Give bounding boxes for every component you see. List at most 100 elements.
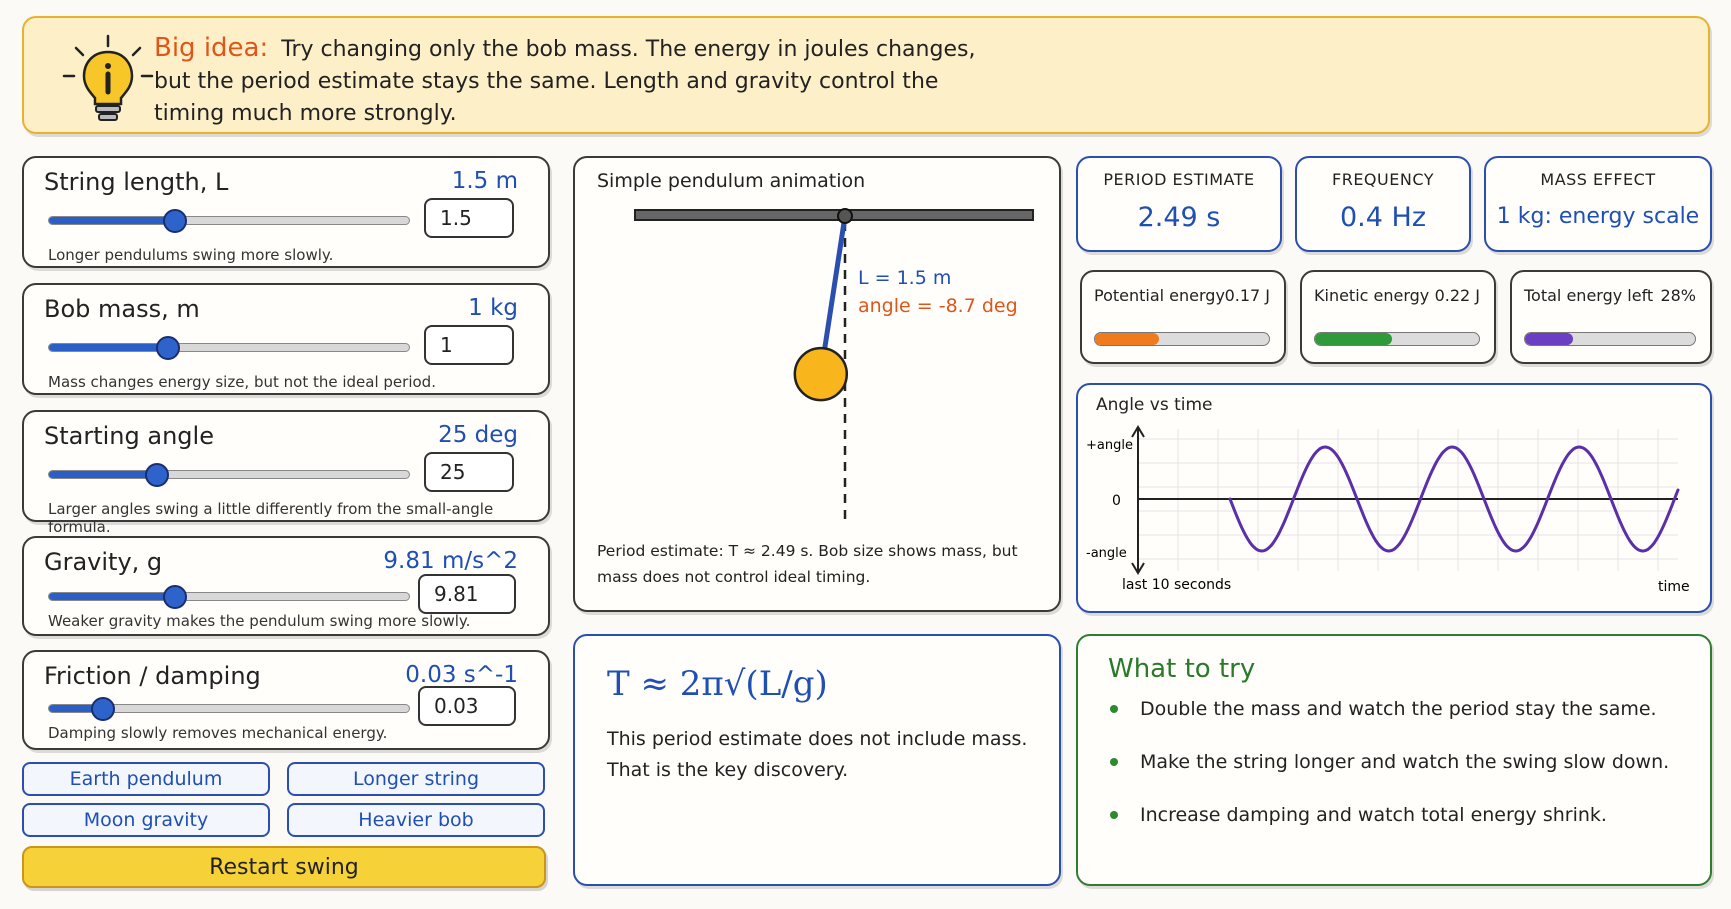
angle-annotation: angle = -8.7 deg xyxy=(858,295,1018,317)
graph-title: Angle vs time xyxy=(1096,395,1213,415)
damping-value: 0.03 s^-1 xyxy=(405,662,518,688)
angle-slider-knob[interactable] xyxy=(145,463,169,487)
formula-explanation: This period estimate does not include ma… xyxy=(607,728,1028,781)
damping-slider-knob[interactable] xyxy=(91,697,115,721)
gravity-title: Gravity, g xyxy=(44,548,163,576)
moon-gravity-button[interactable]: Moon gravity xyxy=(22,803,270,837)
kinetic-energy-card: Kinetic energy 0.22 J xyxy=(1300,270,1496,364)
gravity-slider-fill xyxy=(49,593,175,600)
length-input[interactable] xyxy=(424,198,514,238)
mass-effect-stat-value: 1 kg: energy scale xyxy=(1496,204,1700,229)
list-item: Double the mass and watch the period sta… xyxy=(1108,696,1698,722)
potential-energy-fill xyxy=(1095,333,1160,345)
gravity-slider-knob[interactable] xyxy=(163,585,187,609)
period-stat-label: PERIOD ESTIMATE xyxy=(1103,170,1255,189)
formula-panel: T ≈ 2π√(L/g) This period estimate does n… xyxy=(573,634,1061,886)
length-control: String length, L 1.5 m Longer pendulums … xyxy=(22,156,550,268)
mass-title: Bob mass, m xyxy=(44,295,200,323)
angle-slider-fill xyxy=(49,471,157,478)
length-annotation: L = 1.5 m xyxy=(858,267,951,289)
y-top-label: +angle xyxy=(1086,438,1133,453)
mass-control: Bob mass, m 1 kg Mass changes energy siz… xyxy=(22,283,550,395)
heavier-bob-button[interactable]: Heavier bob xyxy=(287,803,545,837)
gravity-control: Gravity, g 9.81 m/s^2 Weaker gravity mak… xyxy=(22,536,550,636)
x-left-label: last 10 seconds xyxy=(1122,577,1231,593)
total-energy-bar xyxy=(1524,332,1696,346)
total-energy-card: Total energy left 28% xyxy=(1510,270,1712,364)
what-to-try-panel: What to try Double the mass and watch th… xyxy=(1076,634,1712,886)
damping-input[interactable] xyxy=(418,686,516,726)
gravity-slider[interactable] xyxy=(48,585,410,609)
potential-energy-bar xyxy=(1094,332,1270,346)
what-to-try-list: Double the mass and watch the period sta… xyxy=(1108,696,1698,855)
damping-control: Friction / damping 0.03 s^-1 Damping slo… xyxy=(22,650,550,750)
animation-title: Simple pendulum animation xyxy=(597,170,866,192)
big-idea-lead: Big idea: xyxy=(154,33,269,63)
animation-caption: Period estimate: T ≈ 2.49 s. Bob size sh… xyxy=(597,542,1018,586)
mass-value: 1 kg xyxy=(468,295,518,321)
kinetic-energy-label: Kinetic energy xyxy=(1314,286,1430,305)
restart-swing-button[interactable]: Restart swing xyxy=(22,846,546,888)
mass-effect-stat-label: MASS EFFECT xyxy=(1540,170,1656,189)
angle-control: Starting angle 25 deg Larger angles swin… xyxy=(22,410,550,536)
gravity-hint: Weaker gravity makes the pendulum swing … xyxy=(48,612,471,630)
pivot-icon xyxy=(837,208,853,224)
total-energy-value: 28% xyxy=(1660,286,1696,305)
angle-time-graph: Angle vs time +angle 0 -angle last 10 se… xyxy=(1076,383,1712,613)
list-item: Make the string longer and watch the swi… xyxy=(1108,749,1698,775)
frequency-stat-value: 0.4 Hz xyxy=(1340,202,1426,233)
period-stat-value: 2.49 s xyxy=(1137,202,1221,233)
big-idea-banner: Big idea: Try changing only the bob mass… xyxy=(22,16,1710,134)
pendulum-scene: L = 1.5 m angle = -8.7 deg xyxy=(634,208,1034,522)
potential-energy-label: Potential energy xyxy=(1094,286,1225,305)
kinetic-energy-bar xyxy=(1314,332,1480,346)
potential-energy-card: Potential energy 0.17 J xyxy=(1080,270,1286,364)
earth-pendulum-button[interactable]: Earth pendulum xyxy=(22,762,270,796)
gravity-value: 9.81 m/s^2 xyxy=(383,548,518,574)
mass-input[interactable] xyxy=(424,325,514,365)
y-zero-label: 0 xyxy=(1112,493,1121,509)
angle-value: 25 deg xyxy=(438,422,518,448)
what-to-try-title: What to try xyxy=(1108,654,1256,684)
mass-effect-stat-card: MASS EFFECT 1 kg: energy scale xyxy=(1484,156,1712,252)
pendulum-bob xyxy=(793,346,849,402)
mass-slider-fill xyxy=(49,344,168,351)
damping-hint: Damping slowly removes mechanical energy… xyxy=(48,724,388,742)
gravity-input[interactable] xyxy=(418,574,516,614)
period-stat-card: PERIOD ESTIMATE 2.49 s xyxy=(1076,156,1282,252)
potential-energy-value: 0.17 J xyxy=(1224,286,1270,305)
kinetic-energy-fill xyxy=(1315,333,1393,345)
length-title: String length, L xyxy=(44,168,229,196)
angle-input[interactable] xyxy=(424,452,514,492)
pendulum-support-bar xyxy=(634,209,1034,221)
angle-slider[interactable] xyxy=(48,463,410,487)
angle-title: Starting angle xyxy=(44,422,214,450)
period-formula: T ≈ 2π√(L/g) xyxy=(607,664,828,704)
mass-slider[interactable] xyxy=(48,336,410,360)
length-slider-fill xyxy=(49,217,175,224)
frequency-stat-label: FREQUENCY xyxy=(1332,170,1434,189)
big-idea-body: Try changing only the bob mass. The ener… xyxy=(154,37,976,126)
total-energy-label: Total energy left xyxy=(1524,286,1654,305)
pendulum-animation-panel: Simple pendulum animation L = 1.5 m angl… xyxy=(573,156,1061,612)
y-axis-up-arrow-icon xyxy=(1131,425,1145,438)
mass-hint: Mass changes energy size, but not the id… xyxy=(48,373,436,391)
frequency-stat-card: FREQUENCY 0.4 Hz xyxy=(1295,156,1471,252)
mass-slider-knob[interactable] xyxy=(155,336,180,360)
angle-hint: Larger angles swing a little differently… xyxy=(48,500,494,536)
length-slider-knob[interactable] xyxy=(163,209,187,233)
angle-time-plot: +angle 0 -angle last 10 seconds time xyxy=(1086,425,1690,595)
damping-slider[interactable] xyxy=(48,697,410,721)
length-slider[interactable] xyxy=(48,209,410,233)
angle-series-line xyxy=(1228,445,1680,553)
damping-title: Friction / damping xyxy=(44,662,261,690)
x-right-label: time xyxy=(1658,579,1690,595)
longer-string-button[interactable]: Longer string xyxy=(287,762,545,796)
length-value: 1.5 m xyxy=(451,168,518,194)
big-idea-text: Big idea: Try changing only the bob mass… xyxy=(154,32,1014,130)
total-energy-fill xyxy=(1525,333,1573,345)
list-item: Increase damping and watch total energy … xyxy=(1108,802,1698,828)
length-hint: Longer pendulums swing more slowly. xyxy=(48,246,334,264)
y-bottom-label: -angle xyxy=(1086,546,1127,561)
lightbulb-info-icon xyxy=(62,34,154,121)
